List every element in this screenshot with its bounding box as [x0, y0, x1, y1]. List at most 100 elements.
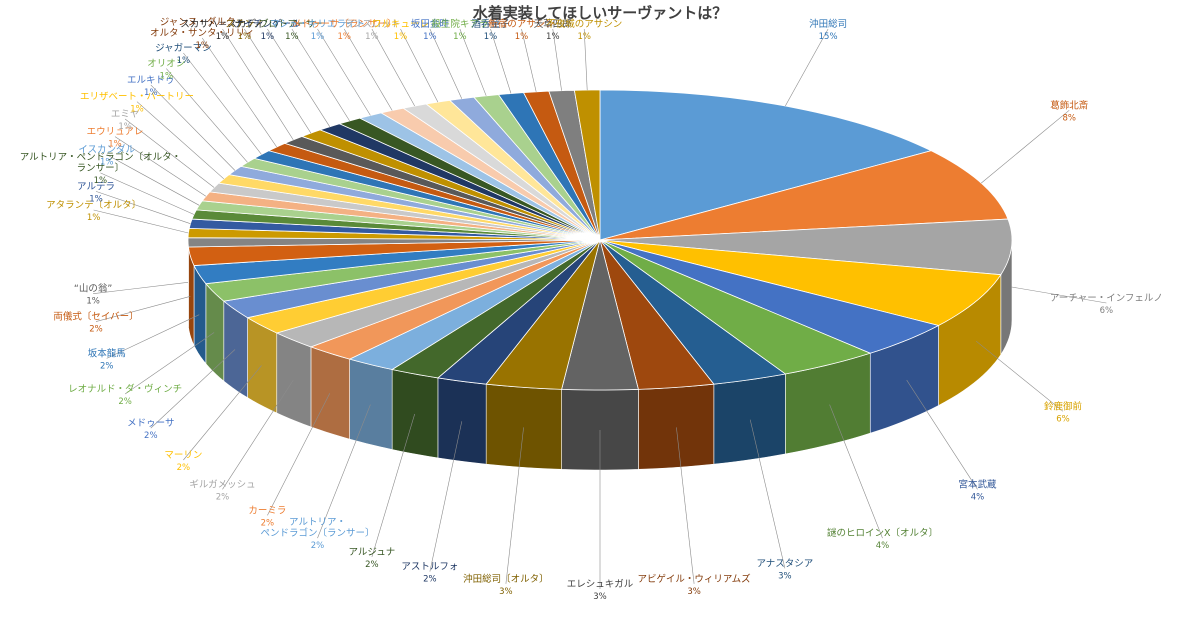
slice-12 — [391, 239, 601, 379]
slice-7-label: アナスタシア 3% — [756, 558, 813, 581]
slice-44-label: 新宿のアサシン 1% — [488, 18, 555, 42]
slice-32-percent: 1% — [195, 41, 209, 51]
slice-46-percent: 1% — [577, 32, 591, 42]
slice-14-side — [310, 346, 350, 440]
slice-15 — [275, 239, 601, 348]
slice-30-name: オリオン — [147, 59, 185, 70]
slice-5-leader-line — [906, 379, 978, 490]
slice-22-leader-line — [93, 209, 189, 234]
slice-14-percent: 2% — [261, 518, 275, 528]
slice-13-leader-line — [317, 404, 371, 539]
slice-13-name: アルトリア・ペンドラゴン〔ランサー〕 — [260, 517, 374, 539]
slice-11-label: アストルフォ 2% — [401, 562, 458, 585]
slice-39-label: ランスロット 1% — [343, 19, 400, 42]
slice-15-percent: 2% — [216, 492, 230, 502]
slice-8-label: アビゲイル・ウィリアムズ 3% — [638, 573, 752, 597]
slice-2-name: 葛飾北斎 — [1050, 99, 1089, 111]
slice-23-leader-line — [95, 191, 191, 224]
slice-45-name: 天草四郎 — [534, 18, 572, 30]
slice-35-name: ナイチンゲール — [234, 18, 301, 30]
slice-23-name: アルテラ — [77, 181, 115, 192]
slice-34-percent: 1% — [238, 32, 252, 42]
slice-8-leader-line — [676, 427, 695, 584]
slice-45-percent: 1% — [546, 32, 560, 42]
slice-30-percent: 1% — [160, 72, 174, 82]
slice-6-percent: 4% — [876, 541, 890, 551]
slice-25-leader-line — [106, 154, 200, 206]
slice-46-label: 不夜城のアサシン 1% — [546, 18, 622, 42]
slice-9-label: エレシュキガル 3% — [567, 579, 634, 602]
slice-30-label: オリオン 1% — [147, 59, 185, 82]
slice-5-label: 宮本武蔵 4% — [958, 478, 997, 502]
slice-42-name: 殺生院キアラ — [431, 18, 488, 30]
slice-3 — [599, 218, 1013, 276]
slice-1 — [599, 89, 933, 241]
slice-21-percent: 1% — [86, 297, 100, 307]
slice-17 — [222, 239, 601, 319]
slice-5-percent: 4% — [971, 492, 985, 502]
slice-21-leader-line — [93, 282, 189, 294]
slice-10-percent: 3% — [499, 587, 513, 597]
slice-27-percent: 1% — [118, 122, 132, 132]
slice-14-name: カーミラ — [248, 505, 286, 516]
slice-41-leader-line — [429, 28, 463, 99]
slice-24-percent: 1% — [94, 176, 108, 186]
slice-25-name: イスカンダル — [78, 144, 135, 156]
slice-14-leader-line — [267, 393, 331, 516]
slice-19-name: 坂本龍馬 — [88, 347, 126, 359]
slice-5 — [599, 239, 940, 354]
slice-26-percent: 1% — [108, 140, 122, 150]
slice-7 — [599, 239, 787, 385]
slice-31-percent: 1% — [177, 56, 191, 66]
slice-41-label: 坂田金時 1% — [411, 18, 450, 42]
slice-33-name: スカサハ＝スカディ — [180, 18, 264, 30]
slice-40-percent: 1% — [394, 32, 408, 42]
slice-16-percent: 2% — [177, 463, 191, 473]
slice-20-percent: 2% — [89, 325, 103, 335]
slice-22-name: アタランテ〔オルタ〕 — [46, 199, 141, 211]
slice-18 — [205, 239, 601, 302]
slice-36-leader-line — [291, 28, 350, 122]
chart-title: 水着実装してほしいサーヴァントは？ — [473, 4, 728, 22]
slice-23-label: アルテラ 1% — [77, 181, 115, 204]
slice-19-label: 坂本龍馬 2% — [88, 347, 126, 371]
slice-13 — [348, 239, 601, 370]
slice-6-leader-line — [829, 404, 883, 539]
slice-35-leader-line — [267, 28, 331, 127]
slice-13-side — [349, 358, 393, 450]
slice-15-label: ギルガメッシュ 2% — [189, 479, 255, 502]
slice-17-leader-line — [150, 349, 236, 429]
slice-23-percent: 1% — [89, 194, 103, 204]
slice-8-side — [638, 383, 715, 470]
slice-29-leader-line — [150, 84, 236, 171]
slice-27-leader-line — [124, 118, 215, 188]
slice-12-name: アルジュナ — [349, 547, 396, 558]
slice-10-side — [485, 383, 562, 470]
slice-45-label: 天草四郎 1% — [534, 18, 572, 42]
slice-42-percent: 1% — [453, 32, 467, 42]
slice-4-name: 鈴鹿御前 — [1044, 400, 1082, 412]
slice-24-leader-line — [100, 172, 195, 215]
slice-4-percent: 6% — [1056, 414, 1070, 424]
slice-7-side — [713, 373, 786, 465]
slice-32-leader-line — [201, 37, 277, 148]
slice-21-label: “山の翁” 1% — [74, 283, 112, 307]
slice-8 — [599, 239, 715, 390]
slice-5-name: 宮本武蔵 — [958, 478, 997, 490]
slice-18-name: レオナルド・ダ・ヴィンチ — [68, 383, 182, 395]
slice-18-percent: 2% — [118, 397, 132, 407]
slice-24-label: アルトリア・ペンドラゴン〔オルタ・ランサー〕 1% — [20, 151, 181, 186]
slice-24-name: アルトリア・ペンドラゴン〔オルタ・ランサー〕 — [20, 151, 181, 174]
slice-42-leader-line — [459, 28, 487, 96]
slice-40-name: ワルキューレ — [372, 19, 429, 30]
slice-44-name: 新宿のアサシン — [488, 18, 555, 30]
slice-33-percent: 1% — [216, 32, 230, 42]
slice-9-percent: 3% — [593, 592, 607, 602]
slice-28-percent: 1% — [130, 105, 144, 115]
slice-3-label: アーチャー・インフェルノ 6% — [1050, 293, 1163, 316]
slice-11-leader-line — [429, 421, 463, 572]
slice-13-label: アルトリア・ペンドラゴン〔ランサー〕2% — [260, 517, 374, 551]
